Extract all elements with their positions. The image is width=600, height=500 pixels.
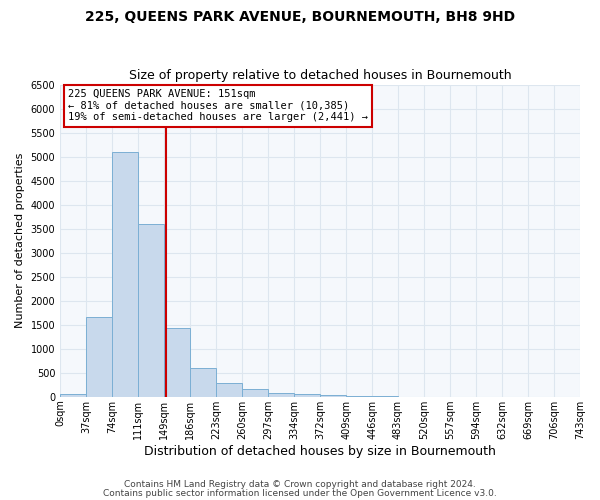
Bar (294, 394, 320, 396)
Text: 225, QUEENS PARK AVENUE, BOURNEMOUTH, BH8 9HD: 225, QUEENS PARK AVENUE, BOURNEMOUTH, BH… (85, 10, 515, 24)
Y-axis label: Number of detached properties: Number of detached properties (15, 153, 25, 328)
Bar (112, 152, 138, 396)
Bar (164, 328, 190, 396)
Text: Contains HM Land Registry data © Crown copyright and database right 2024.: Contains HM Land Registry data © Crown c… (124, 480, 476, 489)
Bar (190, 368, 216, 396)
Bar (320, 395, 346, 396)
Text: Contains public sector information licensed under the Open Government Licence v3: Contains public sector information licen… (103, 488, 497, 498)
Title: Size of property relative to detached houses in Bournemouth: Size of property relative to detached ho… (129, 69, 511, 82)
Bar (138, 224, 164, 396)
Bar (216, 382, 242, 396)
Bar (86, 318, 112, 396)
Bar (268, 393, 294, 396)
Text: 225 QUEENS PARK AVENUE: 151sqm
← 81% of detached houses are smaller (10,385)
19%: 225 QUEENS PARK AVENUE: 151sqm ← 81% of … (68, 89, 368, 122)
X-axis label: Distribution of detached houses by size in Bournemouth: Distribution of detached houses by size … (144, 444, 496, 458)
Bar (60, 394, 86, 396)
Bar (242, 390, 268, 396)
